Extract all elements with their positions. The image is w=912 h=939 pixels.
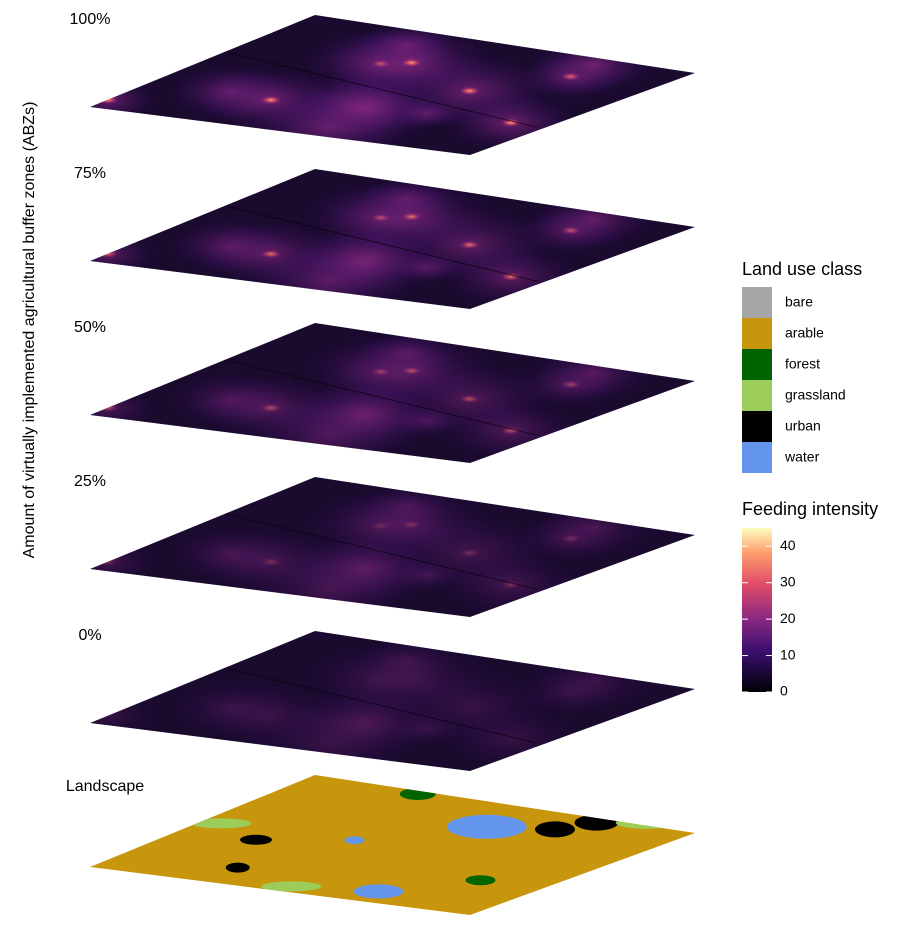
hotspot	[500, 426, 521, 435]
legend-swatch	[742, 349, 772, 380]
landscape-surface	[90, 775, 695, 915]
colorbar-label: 30	[780, 573, 796, 589]
land-patch	[465, 875, 496, 886]
legend-title: Feeding intensity	[742, 499, 878, 519]
glow	[534, 500, 655, 554]
hotspot	[401, 212, 422, 221]
legend-swatch	[742, 442, 772, 473]
map-layer	[90, 323, 695, 463]
land-patch	[574, 814, 619, 831]
y-axis-label: Amount of virtually implemented agricult…	[21, 102, 38, 559]
colorbar-label: 10	[780, 646, 796, 662]
colorbar-label: 20	[780, 610, 796, 626]
hotspot	[401, 366, 422, 375]
glow	[534, 654, 655, 708]
layer-label: 25%	[74, 473, 106, 490]
road	[224, 205, 538, 282]
legend-title: Land use class	[742, 259, 862, 279]
glow	[282, 227, 443, 299]
legend-label: water	[784, 449, 820, 465]
legend-label: forest	[785, 356, 820, 372]
hotspot	[97, 95, 118, 104]
land-patch	[240, 834, 272, 845]
layer-texture	[90, 177, 655, 309]
hotspot	[97, 557, 118, 566]
glow	[282, 73, 443, 145]
colorbar-label: 0	[780, 683, 788, 699]
map-layer	[90, 15, 695, 155]
legend-label: grassland	[785, 387, 846, 403]
layer-label: 50%	[74, 319, 106, 336]
layer-texture	[90, 23, 655, 155]
hotspot	[500, 118, 521, 127]
legend-swatch	[742, 318, 772, 349]
glow	[534, 346, 655, 400]
map-layer	[90, 169, 695, 309]
land-patch	[261, 881, 322, 892]
landscape-layer	[90, 775, 695, 915]
road	[224, 51, 538, 128]
land-patch	[353, 884, 404, 899]
hotspot	[500, 272, 521, 281]
layer-label: 0%	[78, 627, 101, 644]
hotspot	[401, 58, 422, 67]
legend-label: bare	[785, 294, 813, 310]
road	[224, 359, 538, 436]
map-layer	[90, 477, 695, 617]
layer-texture	[90, 331, 655, 463]
land-patch	[615, 816, 676, 829]
glow	[534, 192, 655, 246]
glow	[534, 38, 655, 92]
land-patch	[225, 862, 250, 873]
glow	[282, 689, 443, 761]
layer-texture	[90, 639, 655, 771]
colorbar-label: 40	[780, 537, 796, 553]
colorbar	[742, 528, 772, 692]
land-patch	[535, 821, 575, 838]
glow	[90, 694, 156, 738]
map-layer	[90, 631, 695, 771]
glow	[282, 535, 443, 607]
legend-swatch	[742, 287, 772, 318]
layer-label: 75%	[74, 165, 106, 182]
legend-label: urban	[785, 418, 821, 434]
landscape-texture	[191, 788, 676, 899]
glow	[282, 381, 443, 453]
land-patch	[399, 788, 436, 800]
legend-swatch	[742, 380, 772, 411]
layer-texture	[90, 485, 655, 617]
landscape-label: Landscape	[66, 778, 144, 795]
glow	[443, 708, 579, 769]
layer-label: 100%	[70, 11, 111, 28]
land-patch	[446, 814, 527, 839]
hotspot	[97, 403, 118, 412]
road	[224, 513, 538, 590]
hotspot	[401, 520, 422, 529]
legend-label: arable	[785, 325, 824, 341]
road	[224, 667, 538, 744]
legend-swatch	[742, 411, 772, 442]
hotspot	[500, 580, 521, 589]
land-patch	[191, 818, 252, 829]
hotspot	[97, 249, 118, 258]
land-patch	[344, 836, 365, 845]
